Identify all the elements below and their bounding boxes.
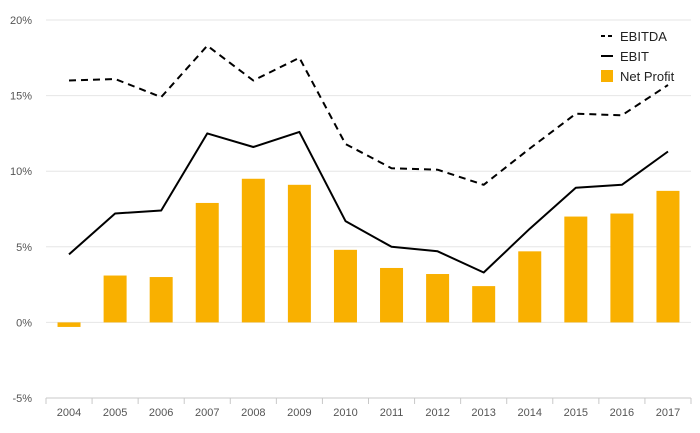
net-profit-bar	[472, 286, 496, 323]
net-profit-bar	[287, 184, 311, 323]
net-profit-bar	[149, 277, 173, 323]
x-axis: 2004 2005 2006 2007 2008 2009 2010 2011 2012 2013…	[45, 397, 692, 419]
x-tick-label: 2011	[380, 407, 404, 419]
x-tick-label: 2013	[471, 407, 495, 419]
net-profit-bar	[57, 322, 81, 327]
x-tick-label: 2012	[425, 407, 449, 419]
y-tick-label: 15%	[10, 91, 32, 103]
legend-swatch-net-profit	[601, 70, 613, 82]
legend: EBITDA EBIT Net Profit	[601, 29, 675, 84]
legend-label-ebitda: EBITDA	[620, 29, 667, 44]
x-tick-label: 2016	[610, 407, 634, 419]
x-tick-label: 2009	[287, 407, 311, 419]
y-tick-label: 10%	[10, 166, 32, 178]
y-tick-label: 0%	[16, 317, 32, 329]
x-tick-label: 2015	[564, 407, 588, 419]
x-tick-label: 2010	[333, 407, 357, 419]
legend-label-ebit: EBIT	[620, 49, 649, 64]
net-profit-bars	[57, 178, 680, 327]
x-tick-label: 2017	[656, 407, 680, 419]
y-axis: -5% 0% 5% 10% 15% 20%	[10, 15, 32, 405]
x-tick-label: 2004	[57, 407, 81, 419]
gridlines	[46, 19, 691, 399]
net-profit-bar	[241, 178, 265, 323]
net-profit-bar	[564, 216, 588, 323]
x-tick-label: 2014	[518, 407, 542, 419]
net-profit-bar	[656, 190, 680, 323]
x-tick-label: 2005	[103, 407, 127, 419]
net-profit-bar	[333, 249, 357, 323]
net-profit-bar	[195, 202, 219, 323]
legend-label-net-profit: Net Profit	[620, 69, 675, 84]
x-tick-label: 2008	[241, 407, 265, 419]
y-tick-label: 20%	[10, 15, 32, 27]
ebit-line	[68, 130, 669, 274]
x-tick-label: 2006	[149, 407, 173, 419]
series-lines	[68, 44, 669, 274]
net-profit-bar	[380, 267, 404, 323]
y-tick-label: -5%	[12, 393, 32, 405]
net-profit-bar	[426, 274, 450, 323]
x-tick-label: 2007	[195, 407, 219, 419]
net-profit-bar	[103, 275, 127, 323]
y-tick-label: 5%	[16, 242, 32, 254]
ebitda-line	[68, 44, 669, 186]
net-profit-bar	[518, 251, 542, 323]
net-profit-bar	[610, 213, 634, 323]
